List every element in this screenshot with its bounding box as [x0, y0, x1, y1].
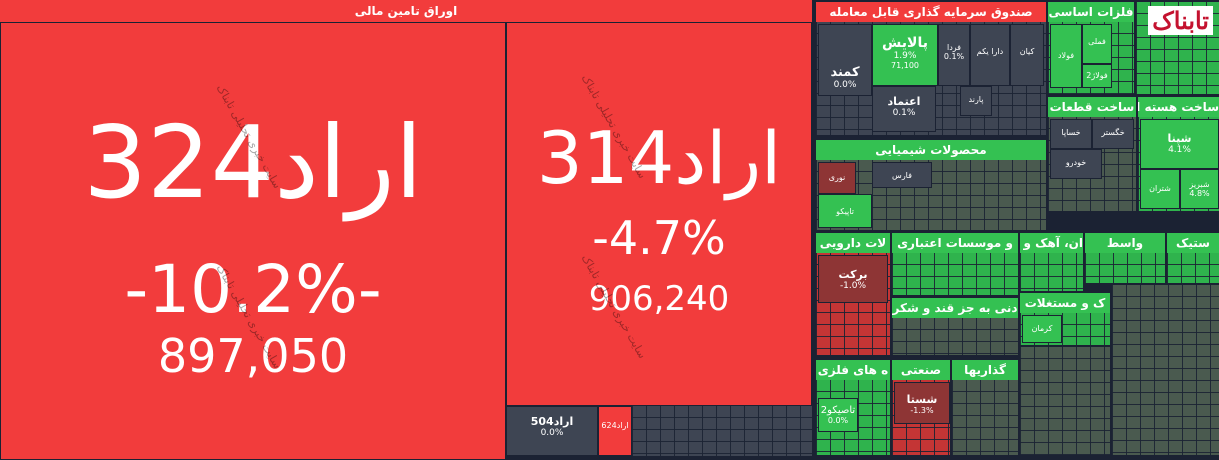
tile[interactable]: شتران — [1140, 169, 1180, 209]
tile-name: فولاد — [1057, 51, 1075, 60]
tile-group — [1020, 253, 1083, 291]
tile-change: -10.2%- — [124, 251, 382, 328]
tile-change: -1.3% — [910, 406, 934, 415]
sector-title[interactable]: ان، آهک و گچ — [1020, 233, 1083, 253]
tile[interactable]: شستا -1.3% — [894, 382, 950, 424]
sector-title[interactable]: ه های فلزی — [816, 360, 890, 380]
tile-change: 1.9% — [893, 51, 917, 61]
tile[interactable]: فولاد — [1050, 24, 1082, 88]
tile-group — [1020, 347, 1110, 455]
tile[interactable]: پالایش 1.9% 71,100 — [872, 24, 938, 86]
tile[interactable]: پارند — [960, 86, 992, 116]
sector-title[interactable]: واسط — [1085, 233, 1165, 253]
sector-title[interactable]: ساخت قطعات — [1048, 97, 1136, 117]
tile-change: 4.1% — [1168, 145, 1191, 155]
tile[interactable]: برکت -1.0% — [818, 255, 888, 303]
tile-name: فارس — [892, 171, 912, 180]
tile-name: تاصیکو2 — [820, 405, 856, 416]
tile-price: 897,050 — [157, 329, 349, 383]
sector-title[interactable]: فلزات اساسی — [1048, 2, 1134, 22]
tile-group — [1167, 253, 1219, 283]
sector-title[interactable]: صندوق سرمایه گذاری قابل معامله — [816, 2, 1046, 22]
tile[interactable]: کمند 0.0% — [818, 24, 872, 96]
tile[interactable]: نوری — [818, 162, 856, 194]
tile[interactable]: کرمان — [1022, 315, 1062, 343]
tile-group — [892, 318, 1018, 355]
sector-title[interactable]: ساخت هسته ای — [1138, 97, 1219, 117]
tile-name: برکت — [838, 268, 868, 281]
tile-group — [1085, 253, 1165, 283]
sector-title[interactable]: ک و مستغلات — [1020, 293, 1110, 313]
tile-name: اراد324 — [83, 104, 423, 221]
tile[interactable]: اراد324 -10.2%- 897,050 — [0, 22, 506, 460]
tile-name: پالایش — [882, 35, 928, 51]
tile-name: خگستر — [1101, 128, 1125, 137]
tile-change: -4.7% — [592, 211, 726, 265]
tile-group — [1112, 285, 1219, 455]
tile[interactable]: خودرو — [1050, 149, 1102, 179]
tile-change: 0.0% — [827, 416, 849, 425]
tile-change: -1.0% — [839, 281, 867, 291]
tile[interactable]: خگستر — [1092, 119, 1134, 149]
tile-group — [952, 380, 1018, 455]
logo[interactable]: تابناک — [1148, 6, 1213, 35]
sector-title[interactable]: گذاریها — [952, 360, 1018, 380]
tile[interactable]: فردا 0.1% — [938, 24, 970, 86]
sector-title[interactable]: ستیک — [1167, 233, 1219, 253]
tile-name: فملی — [1088, 37, 1106, 46]
tile-name: اراد624 — [601, 421, 629, 430]
tile-change: 4.8% — [1189, 189, 1210, 198]
tile-group — [892, 253, 1018, 295]
tile-name: فولاژ2 — [1086, 71, 1108, 80]
tile-price: 71,100 — [891, 61, 919, 70]
tile-name: نوری — [828, 173, 846, 182]
tile[interactable]: اراد504 0.0% — [506, 406, 598, 456]
tile-name: شستا — [906, 393, 938, 406]
tile-change: 0.0% — [833, 80, 857, 90]
sector-title[interactable]: محصولات شیمیایی — [816, 140, 1046, 160]
tile[interactable]: اراد624 — [598, 406, 632, 456]
tile[interactable]: کیان — [1010, 24, 1044, 86]
tile-name: اعتماد — [887, 95, 921, 108]
tile[interactable]: شبریز 4.8% — [1180, 169, 1219, 209]
tile[interactable]: فارس — [872, 162, 932, 188]
tile-name: خساپا — [1061, 128, 1081, 137]
tile[interactable]: تاپیکو — [818, 194, 872, 228]
tile-name: فردا — [946, 43, 962, 52]
sector-title[interactable]: صنعتی — [892, 360, 950, 380]
tile-name: خودرو — [1065, 158, 1087, 167]
tile[interactable]: خساپا — [1050, 119, 1092, 149]
tile-price: 906,240 — [588, 279, 730, 319]
tile-name: کرمان — [1031, 324, 1053, 333]
tile[interactable]: اراد314 -4.7% 906,240 — [506, 22, 812, 406]
sector-title[interactable]: اوراق تامین مالی — [0, 0, 812, 22]
tile-name: اراد314 — [536, 116, 782, 200]
sector-title[interactable]: دنی به جز قند و شکر — [892, 298, 1018, 318]
tile-name: شتران — [1149, 184, 1171, 193]
tile-name: شپنا — [1167, 132, 1192, 145]
tile-name: کیان — [1019, 47, 1035, 56]
tile[interactable]: شپنا 4.1% — [1140, 119, 1219, 169]
sector-title[interactable]: و موسسات اعتباری — [892, 233, 1018, 253]
tile[interactable]: تاصیکو2 0.0% — [818, 398, 858, 432]
tile-change: 0.1% — [943, 52, 965, 61]
tile[interactable]: دارا یکم — [970, 24, 1010, 86]
sector-title[interactable]: لات دارویی — [816, 233, 890, 253]
tile-name: اراد504 — [530, 415, 574, 428]
tile-change: 0.1% — [892, 108, 916, 118]
tile-name: دارا یکم — [976, 47, 1004, 56]
tile-name: پارند — [968, 95, 984, 104]
tile[interactable]: فملی — [1082, 24, 1112, 64]
tile-name: شبریز — [1189, 180, 1210, 189]
tile[interactable]: اعتماد 0.1% — [872, 86, 936, 132]
tile-name: تاپیکو — [836, 207, 854, 216]
tile-change: 0.0% — [540, 428, 564, 438]
tile[interactable]: فولاژ2 — [1082, 64, 1112, 88]
tile-name: کمند — [830, 65, 860, 80]
